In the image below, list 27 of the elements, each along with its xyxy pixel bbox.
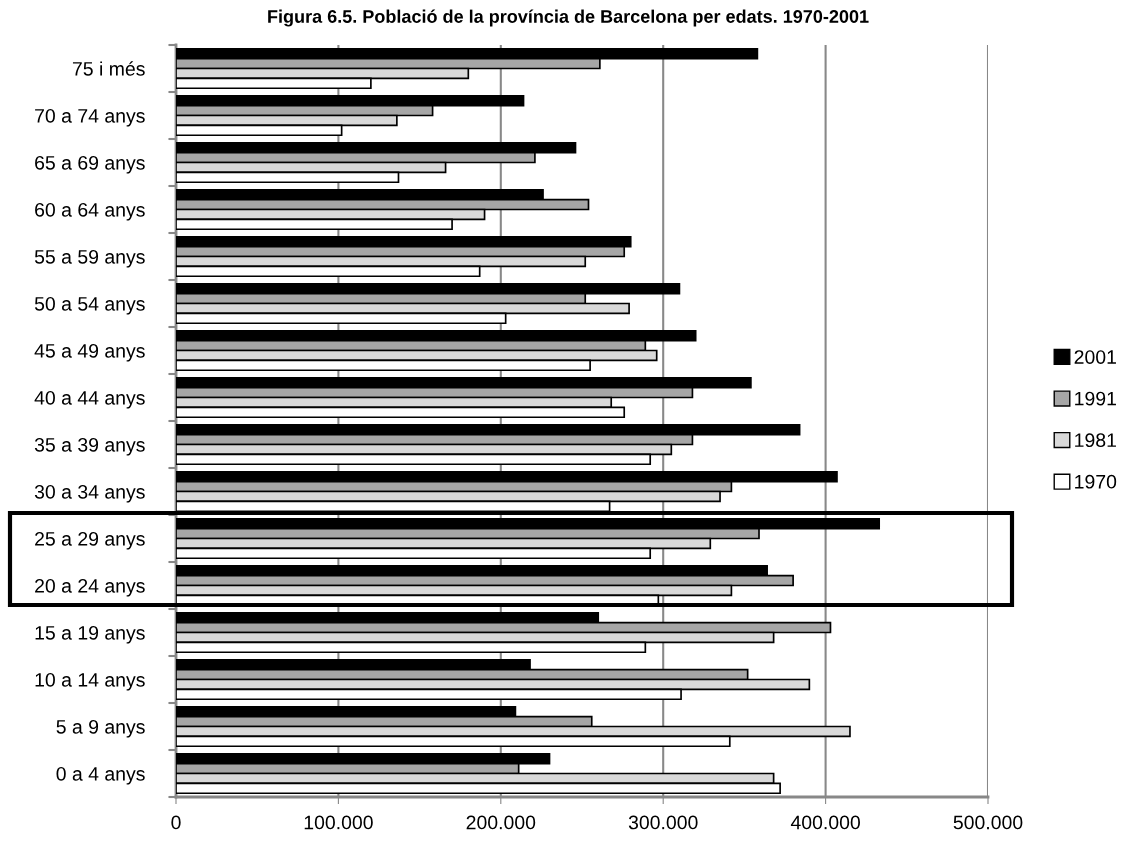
x-tick-label: 100.000 [304,815,373,830]
y-tick-label: 50 a 54 anys [34,296,145,315]
y-tick-label: 20 a 24 anys [35,578,145,597]
legend-label: 1981 [1075,433,1116,448]
y-tick-label: 0 a 4 anys [56,766,145,785]
y-tick-label: 65 a 69 anys [35,155,145,174]
x-tick-label: 300.000 [628,815,698,830]
x-tick-label: 200.000 [466,815,536,830]
y-tick-label: 70 a 74 anys [35,108,145,127]
y-tick-label: 25 a 29 anys [35,531,145,550]
y-tick-label: 5 a 9 anys [56,719,145,738]
y-tick-label: 10 a 14 anys [35,672,145,691]
y-tick-label: 35 a 39 anys [34,437,145,456]
x-tick-label: 500.000 [953,815,1023,830]
x-tick-label: 0 [171,815,181,830]
y-tick-label: 55 a 59 anys [34,249,145,268]
legend-label: 1970 [1075,474,1117,489]
y-tick-label: 15 a 19 anys [35,625,145,644]
x-tick-label: 400.000 [790,815,860,830]
legend-label: 2001 [1074,350,1116,364]
legend-label: 1991 [1075,391,1116,406]
y-tick-label: 60 a 64 anys [35,202,145,221]
y-tick-label: 40 a 44 anys [34,390,145,409]
y-tick-label: 30 a 34 anys [34,484,145,503]
y-tick-label: 75 i més [72,61,145,76]
y-tick-label: 45 a 49 anys [34,343,145,362]
chart-title: Figura 6.5. Població de la província de Barcelona per edats. 1970-2001 [268,9,869,27]
